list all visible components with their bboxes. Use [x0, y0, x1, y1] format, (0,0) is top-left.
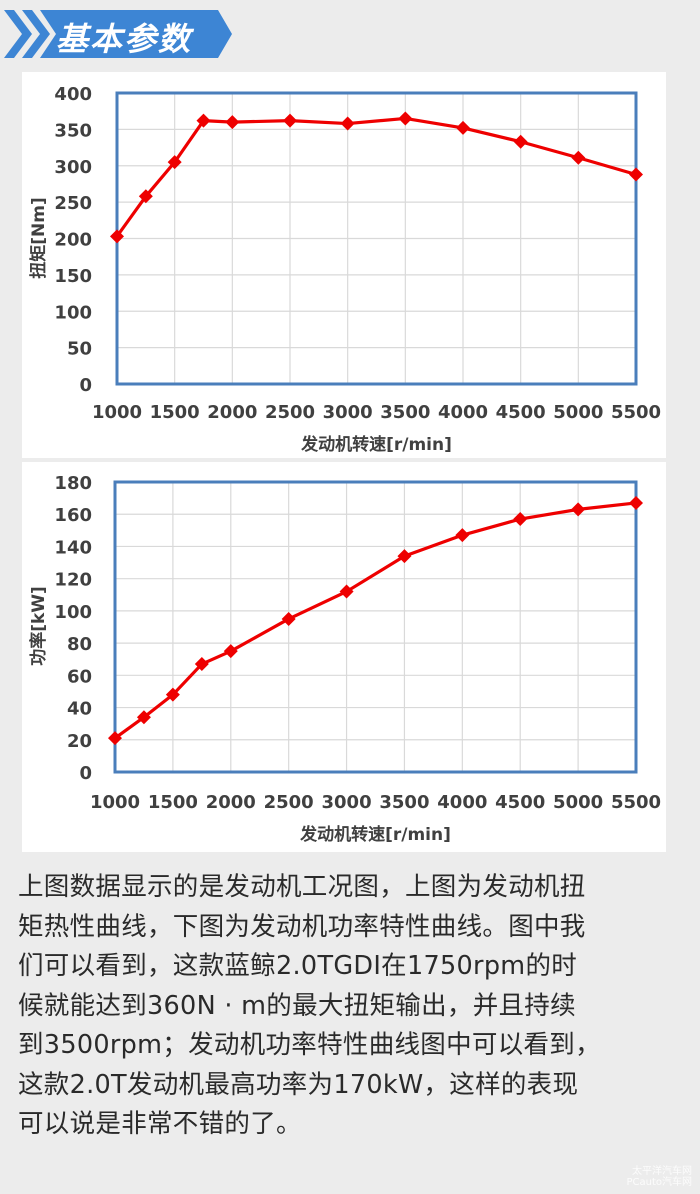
svg-text:2000: 2000 — [207, 402, 257, 423]
svg-text:2500: 2500 — [264, 792, 314, 813]
x-axis-label: 发动机转速[r/min] — [300, 434, 452, 455]
data-point-marker — [571, 150, 586, 165]
y-axis-label: 扭矩[Nm] — [28, 197, 49, 278]
diamond-markers — [108, 495, 643, 746]
svg-text:4000: 4000 — [438, 402, 488, 423]
svg-text:60: 60 — [67, 666, 92, 687]
svg-text:0: 0 — [79, 763, 92, 784]
description-line: 上图数据显示的是发动机工况图，上图为发动机扭 — [18, 872, 586, 902]
data-point-marker — [629, 167, 643, 182]
svg-text:180: 180 — [54, 473, 92, 494]
description-line: 们可以看到，这款蓝鲸2.0TGDI在1750rpm的时 — [18, 951, 578, 981]
data-point-marker — [165, 687, 180, 702]
svg-text:300: 300 — [54, 157, 92, 178]
series-line — [114, 501, 637, 740]
data-point-marker — [339, 584, 354, 599]
svg-text:250: 250 — [54, 193, 92, 214]
svg-text:4500: 4500 — [495, 792, 545, 813]
svg-text:2500: 2500 — [265, 402, 315, 423]
data-point-marker — [340, 116, 355, 131]
data-point-marker — [455, 528, 470, 543]
svg-text:350: 350 — [54, 120, 92, 141]
description-paragraph: 上图数据显示的是发动机工况图，上图为发动机扭 矩热性曲线，下图为发动机功率特性曲… — [18, 868, 686, 1145]
y-tick-labels: 0 20 40 60 80 100 120 140 160 180 — [54, 473, 92, 784]
watermark: 太平洋汽车网 PCauto汽车网 — [626, 1166, 692, 1188]
svg-text:150: 150 — [54, 266, 92, 287]
svg-text:100: 100 — [54, 302, 92, 323]
y-axis-label: 功率[kW] — [28, 586, 49, 666]
data-point-marker — [513, 512, 528, 527]
grid-lines — [115, 482, 636, 772]
x-tick-labels: 1000 1500 2000 2500 3000 3500 4000 4500 5000 5500 — [90, 792, 661, 813]
section-banner: 基本参数 — [0, 8, 240, 60]
data-point-marker — [167, 155, 182, 170]
svg-text:5000: 5000 — [553, 402, 603, 423]
chevron-arrows-icon — [4, 10, 232, 58]
data-point-marker — [108, 731, 122, 746]
svg-text:140: 140 — [54, 537, 92, 558]
data-point-marker — [283, 113, 297, 128]
svg-text:20: 20 — [67, 731, 92, 752]
power-chart-card: 0 20 40 60 80 100 120 140 160 180 1000 1500 2000 2500… — [22, 462, 666, 852]
svg-text:1000: 1000 — [90, 792, 140, 813]
data-point-marker — [397, 549, 412, 564]
plot-border — [113, 480, 638, 774]
description-line: 到3500rpm；发动机功率特性曲线图中可以看到， — [18, 1030, 601, 1060]
data-point-marker — [138, 189, 153, 204]
power-chart: 0 20 40 60 80 100 120 140 160 180 1000 1500 2000 2500… — [28, 473, 661, 845]
svg-text:0: 0 — [79, 375, 92, 396]
watermark-line1: 太平洋汽车网 — [632, 1166, 692, 1177]
data-point-marker — [398, 111, 413, 126]
x-tick-labels: 1000 1500 2000 2500 3000 3500 4000 4500 5000 5500 — [92, 402, 661, 423]
svg-text:3000: 3000 — [322, 792, 372, 813]
svg-text:3000: 3000 — [323, 402, 373, 423]
svg-text:160: 160 — [54, 505, 92, 526]
description-line: 矩热性曲线，下图为发动机功率特性曲线。图中我 — [18, 911, 586, 942]
svg-text:50: 50 — [67, 339, 92, 360]
data-point-marker — [194, 657, 209, 672]
section-title: 基本参数 — [56, 20, 193, 58]
svg-text:5500: 5500 — [611, 402, 661, 423]
svg-text:4000: 4000 — [437, 792, 487, 813]
data-point-marker — [281, 611, 296, 626]
data-point-marker — [110, 229, 124, 244]
series-line — [115, 116, 637, 238]
description-line: 可以说是非常不错的了。 — [18, 1109, 302, 1139]
grid-lines — [117, 93, 636, 384]
svg-text:200: 200 — [54, 230, 92, 251]
svg-text:80: 80 — [67, 634, 92, 655]
svg-text:5000: 5000 — [553, 792, 603, 813]
data-point-marker — [196, 113, 211, 128]
watermark-line2: PCauto汽车网 — [626, 1177, 692, 1188]
description-line: 候就能达到360N · m的最大扭矩输出，并且持续 — [18, 990, 576, 1021]
description-line: 这款2.0T发动机最高功率为170kW，这样的表现 — [18, 1069, 579, 1100]
svg-text:1500: 1500 — [150, 402, 200, 423]
diamond-markers — [110, 111, 643, 244]
svg-text:40: 40 — [67, 699, 92, 720]
data-point-marker — [225, 115, 240, 130]
svg-text:1500: 1500 — [148, 792, 198, 813]
svg-text:5500: 5500 — [611, 792, 661, 813]
data-point-marker — [223, 644, 238, 659]
data-point-marker — [629, 495, 643, 510]
data-point-marker — [513, 134, 528, 149]
svg-text:120: 120 — [54, 570, 92, 591]
svg-text:1000: 1000 — [92, 402, 142, 423]
svg-text:400: 400 — [54, 84, 92, 105]
data-point-marker — [456, 120, 470, 135]
svg-text:4500: 4500 — [496, 402, 546, 423]
svg-text:3500: 3500 — [380, 402, 430, 423]
data-point-marker — [136, 710, 151, 725]
y-tick-labels: 0 50 100 150 200 250 300 350 400 — [54, 84, 92, 396]
svg-text:2000: 2000 — [206, 792, 256, 813]
svg-text:3500: 3500 — [379, 792, 429, 813]
svg-text:100: 100 — [54, 602, 92, 623]
torque-chart-card: 0 50 100 150 200 250 300 350 400 1000 1500 2000 2500… — [22, 72, 666, 458]
torque-chart: 0 50 100 150 200 250 300 350 400 1000 1500 2000 2500… — [28, 84, 661, 455]
x-axis-label: 发动机转速[r/min] — [299, 824, 451, 845]
